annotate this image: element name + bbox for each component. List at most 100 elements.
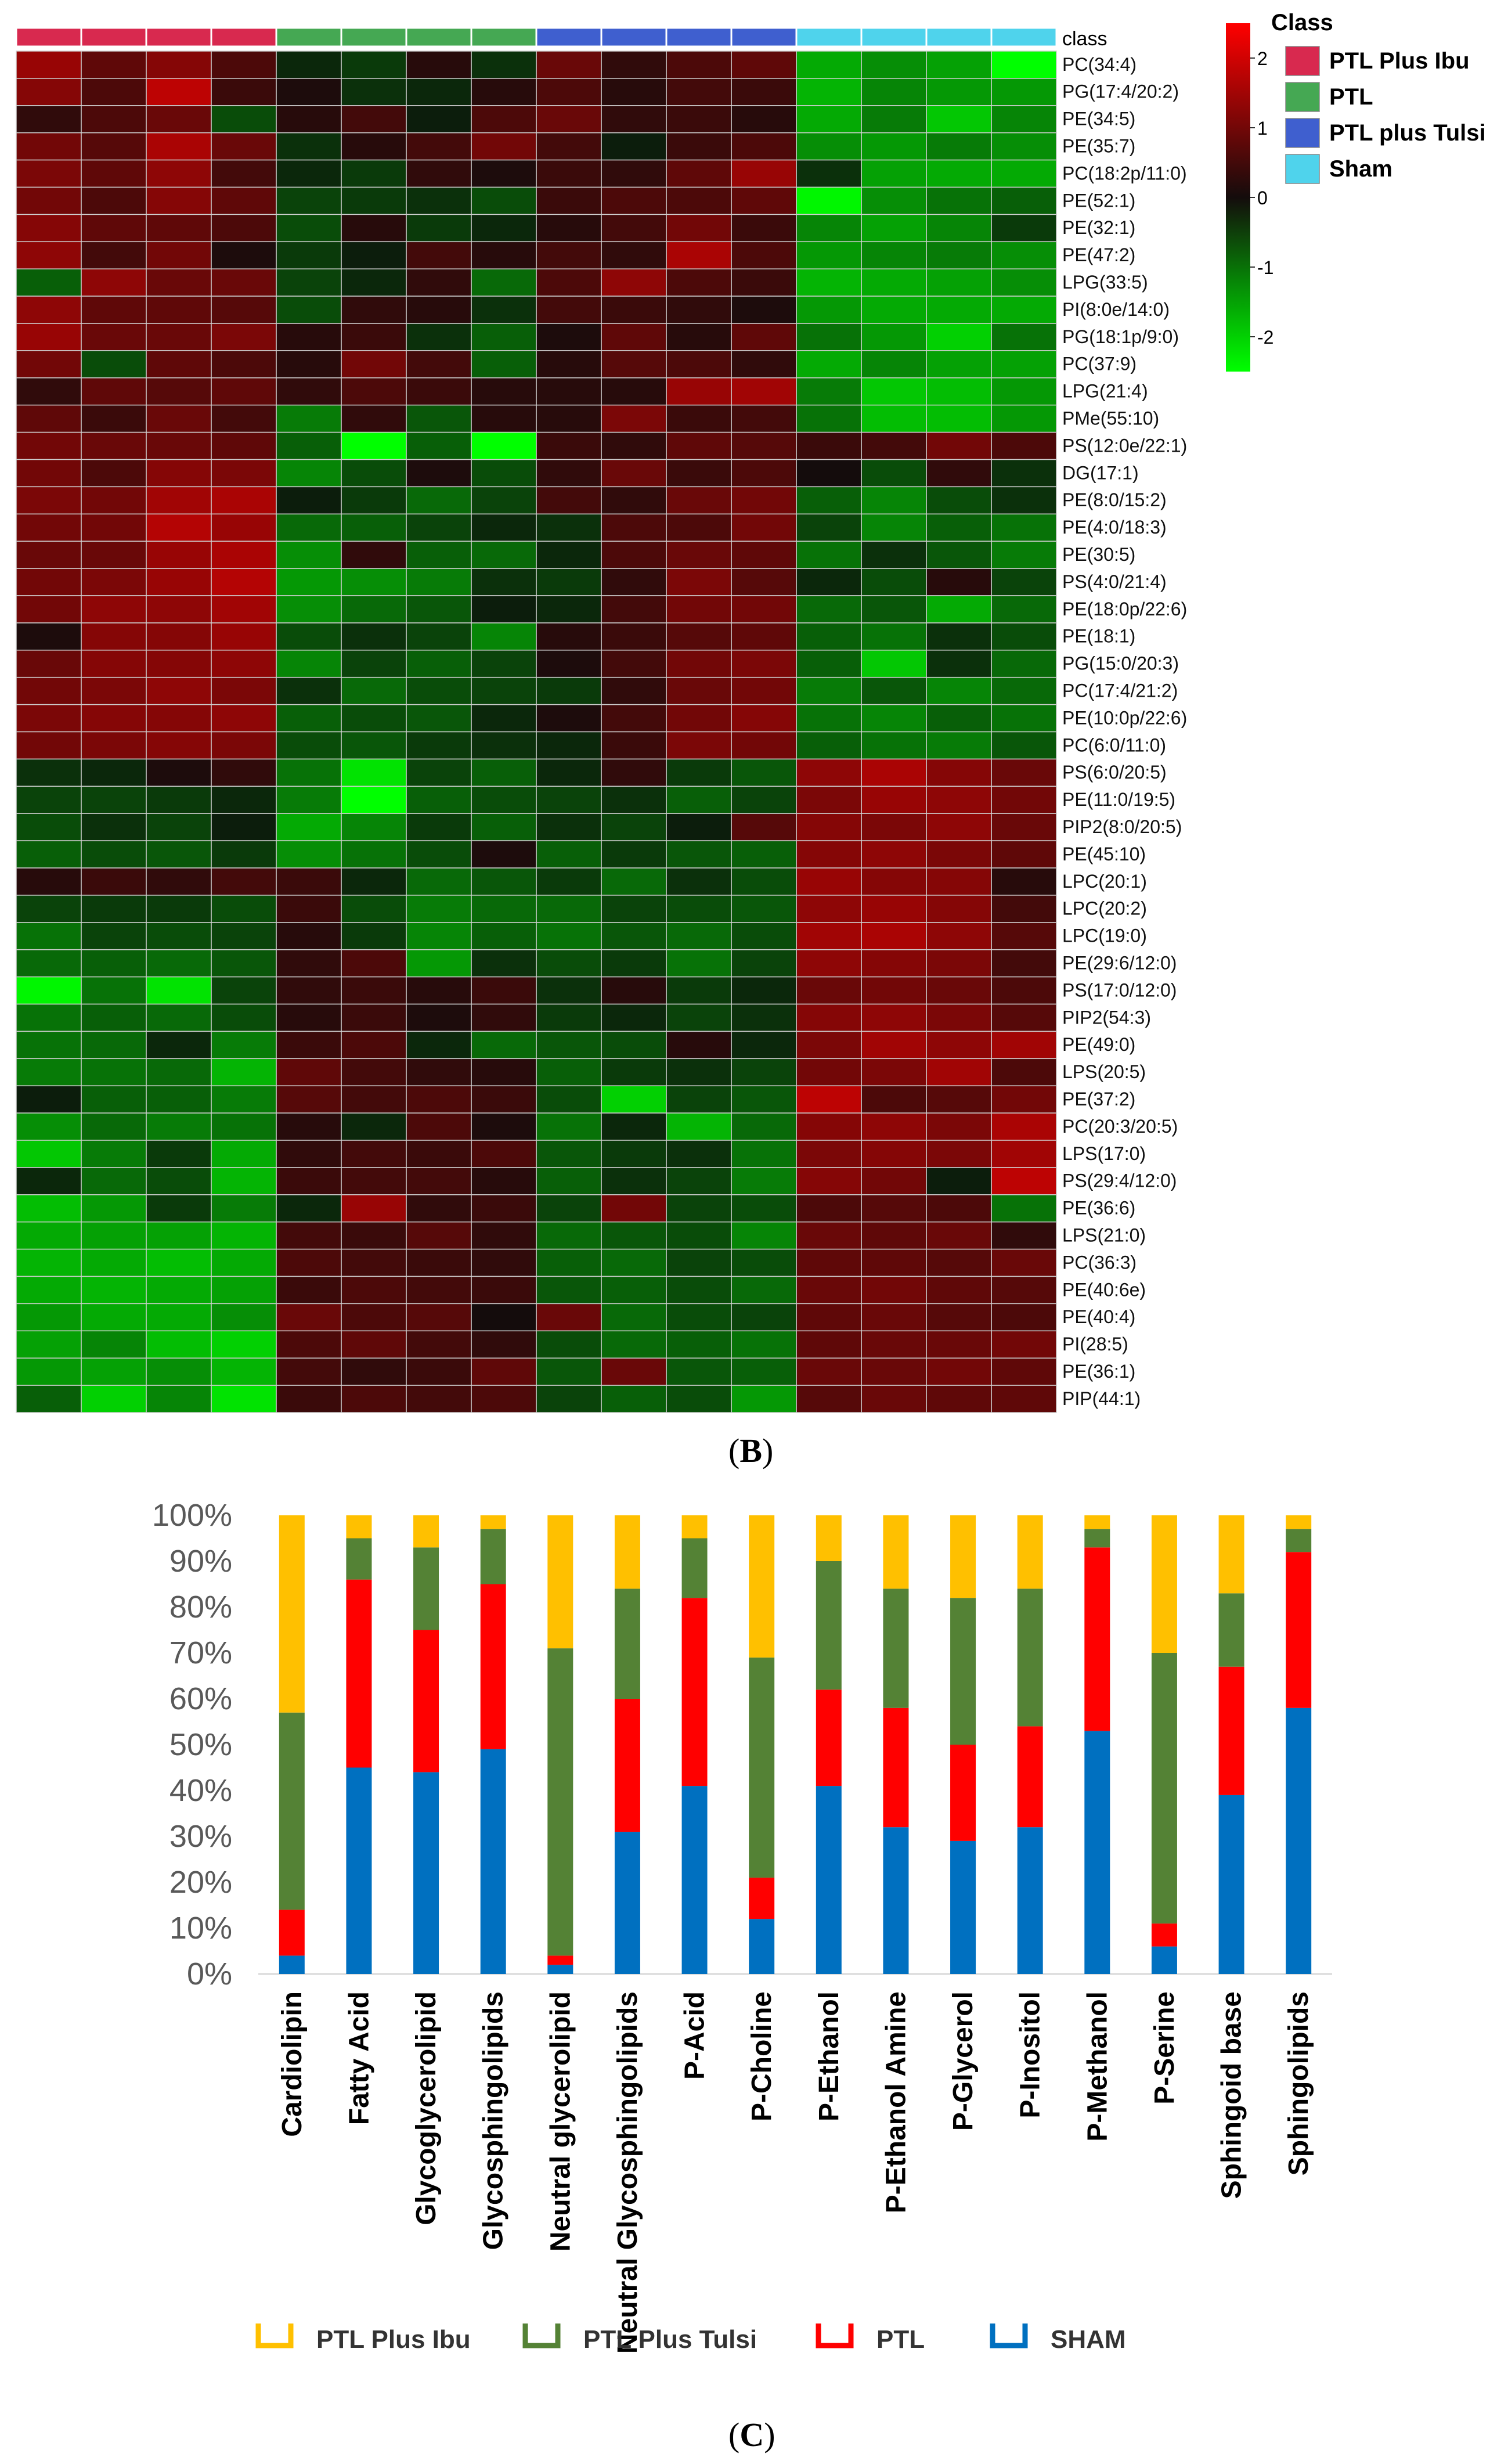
heatmap-cell	[601, 132, 667, 161]
heatmap-cell	[16, 186, 82, 215]
heatmap-cell	[536, 758, 602, 787]
heatmap-cell	[81, 1031, 147, 1060]
x-tick-label: Fatty Acid	[344, 1991, 374, 2125]
heatmap-cell	[991, 731, 1057, 760]
heatmap-cell	[926, 867, 992, 896]
x-tick-label: Glycoglycerolipid	[411, 1991, 442, 2225]
heatmap-cell	[666, 459, 732, 488]
heatmap-cell	[276, 840, 342, 869]
heatmap-cell	[406, 922, 472, 950]
heatmap-cell	[666, 241, 732, 269]
heatmap-cell	[471, 78, 537, 106]
heatmap-cell	[536, 105, 602, 134]
heatmap-cell	[536, 949, 602, 978]
heatmap-cell	[731, 949, 797, 978]
heatmap-cell	[861, 922, 927, 950]
heatmap-cell	[146, 758, 212, 787]
heatmap-cell	[81, 1357, 147, 1386]
heatmap-row-label: LPG(21:4)	[1062, 381, 1148, 402]
heatmap-cell	[276, 513, 342, 542]
heatmap-row-label: PE(35:7)	[1062, 135, 1135, 156]
x-tick-label: P-Choline	[746, 1991, 777, 2121]
heatmap-cell	[341, 1330, 407, 1359]
heatmap-cell	[276, 132, 342, 161]
heatmap-cell	[471, 296, 537, 324]
heatmap-cell	[796, 541, 862, 569]
heatmap-cell	[926, 568, 992, 596]
heatmap-cell	[341, 159, 407, 188]
y-tick-label: 90%	[169, 1544, 232, 1579]
heatmap-cell	[471, 51, 537, 79]
heatmap-cell	[211, 1221, 277, 1250]
heatmap-cell	[16, 731, 82, 760]
heatmap-row-label: PE(40:6e)	[1062, 1279, 1146, 1300]
heatmap-cell	[601, 568, 667, 596]
heatmap-cell	[341, 895, 407, 923]
heatmap-cell	[81, 1112, 147, 1141]
heatmap-cell	[991, 1221, 1057, 1250]
heatmap-cell	[341, 1194, 407, 1223]
heatmap-cell	[81, 895, 147, 923]
heatmap-cell	[796, 1357, 862, 1386]
heatmap-cell	[991, 568, 1057, 596]
heatmap-cell	[536, 241, 602, 269]
heatmap-cell	[536, 186, 602, 215]
heatmap-cell	[796, 595, 862, 624]
heatmap-cell	[861, 1385, 927, 1413]
heatmap-cell	[796, 976, 862, 1005]
heatmap-cell	[16, 350, 82, 379]
heatmap-cell	[731, 186, 797, 215]
heatmap-cell	[341, 786, 407, 814]
heatmap-cell	[731, 1385, 797, 1413]
bar-segment	[614, 1832, 640, 1974]
heatmap-cell	[406, 159, 472, 188]
heatmap-cell	[991, 704, 1057, 733]
heatmap-row-label: PE(49:0)	[1062, 1034, 1135, 1055]
heatmap-cell	[601, 486, 667, 515]
heatmap-cell	[991, 1085, 1057, 1114]
heatmap-cell	[731, 513, 797, 542]
heatmap-cell	[16, 1276, 82, 1305]
heatmap-cell	[601, 1330, 667, 1359]
heatmap-cell	[991, 867, 1057, 896]
heatmap-cell	[796, 1276, 862, 1305]
heatmap-cell	[276, 650, 342, 678]
heatmap-cell	[926, 268, 992, 297]
heatmap-cell	[81, 486, 147, 515]
heatmap-cell	[211, 1140, 277, 1168]
heatmap-cell	[276, 404, 342, 433]
heatmap-cell	[16, 486, 82, 515]
legend-swatch	[816, 2323, 854, 2348]
bar-segment	[1017, 1515, 1043, 1589]
heatmap-cell	[471, 1167, 537, 1195]
heatmap-cell	[471, 786, 537, 814]
heatmap-cell	[861, 377, 927, 406]
heatmap-row-label: PMe(55:10)	[1062, 408, 1159, 428]
heatmap-cell	[601, 1385, 667, 1413]
heatmap-cell	[341, 622, 407, 651]
heatmap-cell	[276, 731, 342, 760]
heatmap-cell	[796, 813, 862, 841]
heatmap-cell	[406, 568, 472, 596]
heatmap-cell	[601, 895, 667, 923]
heatmap-cell	[276, 1330, 342, 1359]
heatmap-cell	[536, 704, 602, 733]
heatmap-cell	[796, 1385, 862, 1413]
heatmap-row-label: LPG(33:5)	[1062, 272, 1148, 293]
heatmap-cell	[471, 431, 537, 460]
heatmap-cell	[406, 949, 472, 978]
heatmap-cell	[341, 1112, 407, 1141]
bar-segment	[480, 1515, 506, 1529]
heatmap-row-label: PIP2(54:3)	[1062, 1007, 1151, 1028]
heatmap-cell	[926, 976, 992, 1005]
heatmap-cell	[471, 949, 537, 978]
heatmap-cell	[731, 813, 797, 841]
heatmap-cell	[16, 296, 82, 324]
heatmap-cell	[601, 51, 667, 79]
heatmap-row-label: PG(18:1p/9:0)	[1062, 326, 1179, 347]
bar-segment	[480, 1529, 506, 1584]
heatmap-cell	[16, 949, 82, 978]
heatmap-cell	[406, 1357, 472, 1386]
heatmap-cell	[16, 1194, 82, 1223]
heatmap-row-label: PE(10:0p/22:6)	[1062, 707, 1187, 728]
